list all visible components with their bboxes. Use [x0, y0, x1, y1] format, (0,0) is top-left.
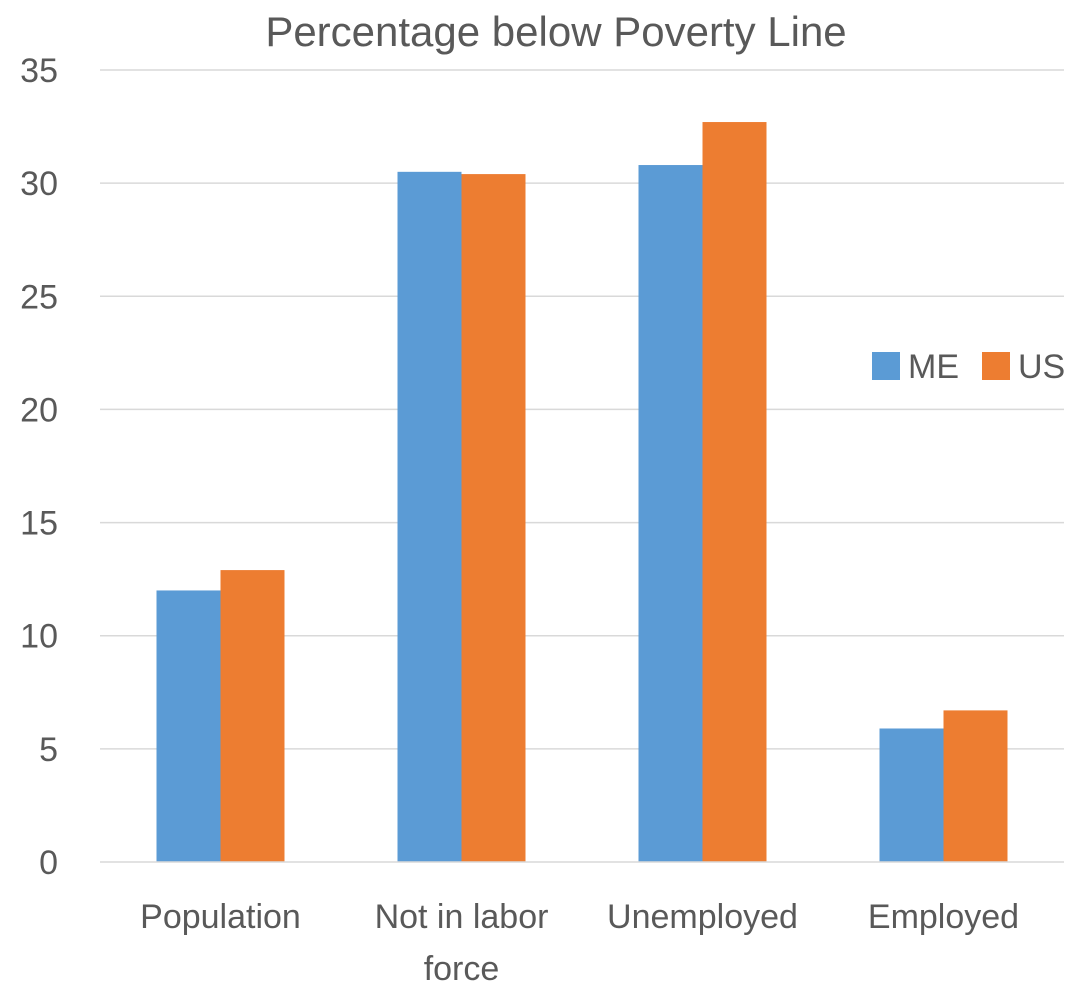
y-tick-label-30: 30 — [20, 165, 58, 203]
x-category-label-1-1: force — [424, 950, 500, 986]
bars — [156, 122, 1008, 863]
y-tick-label-15: 15 — [20, 505, 58, 543]
chart-title: Percentage below Poverty Line — [265, 8, 846, 55]
x-category-label-1-0: Not in labor — [375, 898, 549, 936]
legend-swatch-us — [982, 352, 1010, 380]
x-category-label-2-0: Unemployed — [607, 898, 798, 936]
bar-me-2 — [638, 165, 703, 863]
legend-label-me: ME — [908, 348, 959, 386]
y-tick-label-25: 25 — [20, 278, 58, 316]
y-axis-ticks: 0 5 10 15 20 25 30 35 — [20, 52, 58, 882]
y-tick-label-35: 35 — [20, 52, 58, 90]
bar-me-3 — [879, 728, 944, 862]
bar-us-3 — [943, 710, 1008, 862]
x-category-label-3-0: Employed — [868, 898, 1019, 936]
bar-us-1 — [461, 174, 526, 862]
legend-swatch-me — [872, 352, 900, 380]
x-axis-categories: Population Not in labor force Unemployed Emp… — [140, 898, 1019, 986]
legend-label-us: US — [1018, 348, 1065, 386]
bar-us-0 — [220, 570, 285, 862]
bar-me-1 — [397, 171, 462, 863]
y-tick-label-20: 20 — [20, 391, 58, 429]
legend: ME US — [872, 348, 1065, 386]
y-tick-label-0: 0 — [39, 844, 58, 882]
y-tick-label-10: 10 — [20, 618, 58, 656]
bar-me-0 — [156, 590, 221, 862]
bar-us-2 — [702, 122, 767, 862]
y-tick-label-5: 5 — [39, 731, 58, 769]
x-category-label-0-0: Population — [140, 898, 301, 936]
